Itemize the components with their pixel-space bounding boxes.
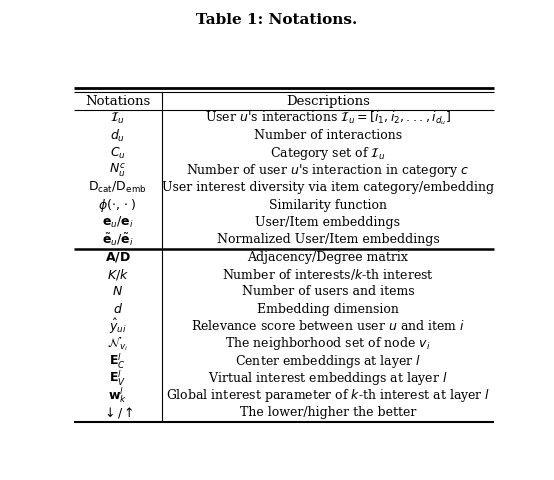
Text: $\tilde{\mathbf{e}}_u/\tilde{\mathbf{e}}_i$: $\tilde{\mathbf{e}}_u/\tilde{\mathbf{e}}… (102, 232, 134, 248)
Text: Global interest parameter of $k$-th interest at layer $l$: Global interest parameter of $k$-th inte… (166, 387, 490, 404)
Text: $\mathbf{E}_V^l$: $\mathbf{E}_V^l$ (109, 369, 126, 388)
Text: Table 1: Notations.: Table 1: Notations. (196, 13, 358, 27)
Text: Normalized User/Item embeddings: Normalized User/Item embeddings (217, 233, 439, 246)
Text: User $u$'s interactions $\mathcal{I}_u = [i_1, i_2,..., i_{d_u}]$: User $u$'s interactions $\mathcal{I}_u =… (205, 110, 451, 128)
Text: The lower/higher the better: The lower/higher the better (240, 407, 416, 420)
Text: $\mathrm{D_{cat}/D_{emb}}$: $\mathrm{D_{cat}/D_{emb}}$ (88, 180, 147, 195)
Text: $\mathbf{e}_u/\mathbf{e}_i$: $\mathbf{e}_u/\mathbf{e}_i$ (102, 215, 134, 230)
Text: $C_u$: $C_u$ (110, 146, 126, 161)
Text: $K/k$: $K/k$ (106, 267, 129, 282)
Text: $\phi(\cdot,\cdot)$: $\phi(\cdot,\cdot)$ (99, 197, 137, 214)
Text: Descriptions: Descriptions (286, 95, 370, 108)
Text: $\mathbf{A/D}$: $\mathbf{A/D}$ (105, 250, 131, 264)
Text: User interest diversity via item category/embedding: User interest diversity via item categor… (162, 181, 494, 194)
Text: $d_u$: $d_u$ (110, 128, 125, 144)
Text: $N$: $N$ (112, 285, 123, 298)
Text: Embedding dimension: Embedding dimension (257, 302, 399, 316)
Text: User/Item embeddings: User/Item embeddings (255, 216, 401, 229)
Text: Similarity function: Similarity function (269, 199, 387, 212)
Text: $\mathbf{w}_k^l$: $\mathbf{w}_k^l$ (108, 386, 127, 406)
Text: $\mathcal{I}_u$: $\mathcal{I}_u$ (110, 111, 125, 126)
Text: Notations: Notations (85, 95, 150, 108)
Text: Virtual interest embeddings at layer $l$: Virtual interest embeddings at layer $l$ (208, 370, 448, 387)
Text: Number of interests/$k$-th interest: Number of interests/$k$-th interest (222, 267, 434, 282)
Text: Adjacency/Degree matrix: Adjacency/Degree matrix (248, 251, 408, 264)
Text: Relevance score between user $u$ and item $i$: Relevance score between user $u$ and ite… (191, 319, 465, 334)
Text: Number of user $u$'s interaction in category $c$: Number of user $u$'s interaction in cate… (186, 162, 470, 179)
Text: The neighborhood set of node $v_i$: The neighborhood set of node $v_i$ (225, 335, 430, 352)
Text: Center embeddings at layer $l$: Center embeddings at layer $l$ (235, 353, 421, 370)
Text: $\mathcal{N}_{v_i}$: $\mathcal{N}_{v_i}$ (107, 335, 128, 353)
Text: $\hat{y}_{ui}$: $\hat{y}_{ui}$ (109, 317, 126, 336)
Text: Category set of $\mathcal{I}_u$: Category set of $\mathcal{I}_u$ (270, 145, 386, 162)
Text: Number of users and items: Number of users and items (242, 285, 414, 298)
Text: $d$: $d$ (112, 302, 122, 316)
Text: $\downarrow/\uparrow$: $\downarrow/\uparrow$ (101, 406, 134, 420)
Text: $N_u^c$: $N_u^c$ (109, 162, 126, 180)
Text: $\mathbf{E}_C^l$: $\mathbf{E}_C^l$ (109, 351, 126, 371)
Text: Number of interactions: Number of interactions (254, 130, 402, 143)
